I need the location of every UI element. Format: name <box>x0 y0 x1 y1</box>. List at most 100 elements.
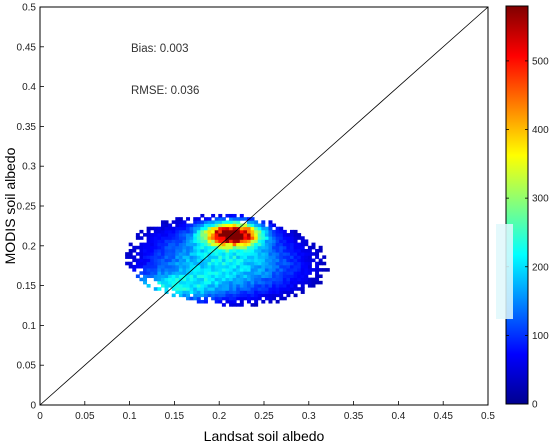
heat-cell <box>300 271 305 275</box>
colorbar: 0 100 200 300 400 500 <box>505 5 549 411</box>
heat-cell <box>221 287 226 291</box>
heat-cell <box>153 271 158 275</box>
heat-cell <box>246 261 251 266</box>
heat-cell <box>264 290 269 294</box>
heat-cell <box>196 239 201 244</box>
heat-cell <box>168 248 173 253</box>
heat-cell <box>139 245 144 250</box>
heat-cell <box>182 236 187 240</box>
heat-cell <box>175 258 180 263</box>
heat-cell <box>304 280 309 285</box>
heat-cell <box>196 242 201 247</box>
heat-cell <box>178 229 183 234</box>
heat-cell <box>132 264 137 269</box>
heat-cell <box>286 287 291 291</box>
heat-cell <box>214 223 219 228</box>
heat-cell <box>289 280 294 285</box>
heat-cell <box>139 242 144 247</box>
heat-cell <box>250 239 255 244</box>
heat-cell <box>286 258 291 263</box>
heat-cell <box>289 290 294 294</box>
heat-cell <box>268 287 273 291</box>
heat-cell <box>275 280 280 285</box>
heat-cell <box>135 245 140 250</box>
heat-cell <box>164 255 169 259</box>
heat-cell <box>272 287 277 291</box>
heat-cell <box>218 233 223 237</box>
heat-cell <box>243 217 248 221</box>
heat-cell <box>307 284 312 288</box>
heat-cell <box>150 268 155 272</box>
heat-cell <box>182 268 187 272</box>
heat-cell <box>236 271 241 275</box>
heat-cell <box>275 255 280 259</box>
heat-cell <box>221 252 226 256</box>
heat-cell <box>246 299 251 304</box>
heat-cell <box>261 248 266 253</box>
heat-cell <box>128 248 133 253</box>
heat-cell <box>160 245 165 250</box>
heat-cell <box>139 258 144 263</box>
heat-cell <box>286 236 291 240</box>
heat-cell <box>146 274 151 279</box>
heat-cell <box>186 229 191 234</box>
heat-cell <box>178 242 183 247</box>
heat-cell <box>297 245 302 250</box>
colorbar-gradient <box>505 5 529 405</box>
heat-cell <box>275 264 280 269</box>
heat-cell <box>257 264 262 269</box>
heat-cell <box>268 245 273 250</box>
heat-cell <box>304 242 309 247</box>
heat-cell <box>264 287 269 291</box>
heat-cell <box>186 245 191 250</box>
heat-cell <box>297 277 302 282</box>
heat-cell <box>150 255 155 259</box>
heat-cell <box>175 220 180 224</box>
heat-cell <box>293 242 298 247</box>
heat-cell <box>171 252 176 256</box>
heat-cell <box>146 245 151 250</box>
heat-cell <box>300 284 305 288</box>
heat-cell <box>171 274 176 279</box>
heat-cell <box>246 290 251 294</box>
y-tick-label: 0.2 <box>22 241 36 252</box>
heat-cell <box>146 258 151 263</box>
heat-cell <box>203 284 208 288</box>
heat-cell <box>272 239 277 244</box>
heat-cell <box>207 248 212 253</box>
heat-cell <box>289 264 294 269</box>
heat-cell <box>214 242 219 247</box>
heat-cell <box>171 277 176 282</box>
heat-cell <box>200 284 205 288</box>
heat-cell <box>196 245 201 250</box>
heat-cell <box>246 239 251 244</box>
heat-cell <box>239 242 244 247</box>
heat-cell <box>304 252 309 256</box>
heat-cell <box>164 287 169 291</box>
heat-cell <box>257 248 262 253</box>
heat-cell <box>225 274 230 279</box>
heat-cell <box>186 296 191 301</box>
heat-cell <box>168 239 173 244</box>
heat-cell <box>236 296 241 301</box>
heat-cell <box>279 239 284 244</box>
heat-cell <box>189 223 194 228</box>
heat-cell <box>239 213 244 218</box>
heat-cell <box>178 280 183 285</box>
heat-cell <box>268 220 273 224</box>
heat-cell <box>289 274 294 279</box>
heat-cell <box>225 242 230 247</box>
heat-cell <box>218 252 223 256</box>
heat-cell <box>225 296 230 301</box>
y-tick-label: 0.35 <box>17 122 37 133</box>
heat-cell <box>261 252 266 256</box>
heat-cell <box>207 284 212 288</box>
heat-cell <box>261 255 266 259</box>
heat-cell <box>250 293 255 298</box>
heat-cell <box>214 258 219 263</box>
heat-cell <box>279 258 284 263</box>
heat-cell <box>150 274 155 279</box>
heat-cell <box>243 229 248 234</box>
heat-cell <box>203 220 208 224</box>
heat-cell <box>157 226 162 231</box>
